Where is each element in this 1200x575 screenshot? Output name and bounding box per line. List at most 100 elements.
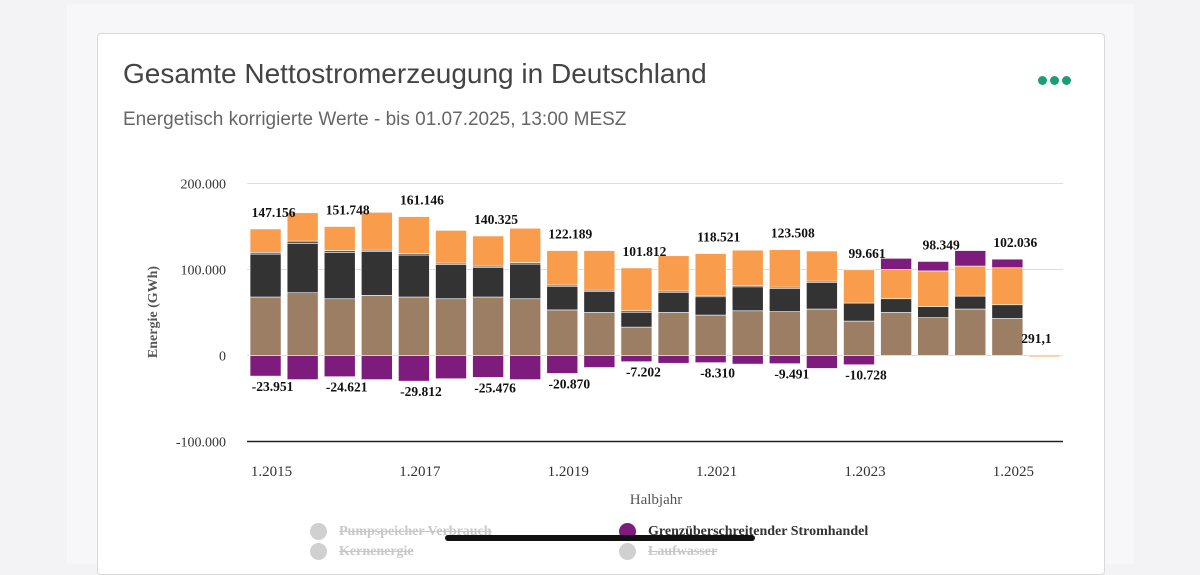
bar-segment — [472, 296, 504, 356]
bar-segment — [991, 304, 1024, 319]
bar-segment — [991, 258, 1024, 269]
bar-segment — [954, 250, 987, 267]
x-tick-label: 1.2019 — [548, 464, 589, 480]
bar-segment — [694, 295, 727, 316]
legend-dot-icon — [619, 543, 636, 560]
bar-segment — [806, 282, 838, 310]
bar-segment — [880, 269, 912, 300]
bar-segment — [286, 292, 319, 356]
bar-segment — [323, 226, 356, 251]
bar-segment — [286, 355, 319, 380]
bar-segment — [620, 355, 653, 362]
legend-label: Laufwasser — [648, 543, 718, 559]
x-axis-title: Halbjahr — [630, 492, 682, 508]
bar-segment — [323, 252, 356, 300]
y-axis-title: Energie (GWh) — [146, 266, 161, 358]
bar-segment — [620, 267, 653, 312]
bar-segment — [509, 355, 541, 380]
bar-segment — [583, 355, 616, 368]
bottom-value-label: -20.870 — [548, 376, 590, 391]
y-tick-label: 100.000 — [181, 264, 227, 279]
bar-segment — [731, 249, 764, 286]
y-tick-label: 200.000 — [181, 178, 227, 193]
stacked-bar-chart: 147.156 151.748 161.146 140.325 122.189 101.8… — [146, 178, 1063, 508]
bottom-value-label: -24.621 — [326, 380, 368, 395]
top-value-label: 101.812 — [623, 244, 667, 259]
bar-segment — [435, 264, 467, 300]
bar-segment — [583, 250, 616, 291]
top-value-label: 140.325 — [474, 212, 518, 227]
bar-segment — [991, 267, 1024, 306]
bar-segment — [435, 355, 467, 380]
bar-segment — [731, 310, 764, 356]
bar-segment — [361, 355, 393, 380]
bar-segment — [398, 296, 430, 356]
bar-segment — [954, 295, 987, 310]
bar-segment — [361, 251, 393, 296]
bar-segment — [880, 298, 912, 313]
bar-segment — [620, 326, 653, 356]
y-tick-label: 0 — [219, 350, 226, 365]
bar-segment — [509, 263, 541, 300]
bar-segment — [843, 302, 875, 322]
bar-segment — [361, 212, 393, 251]
bar-segment — [583, 290, 616, 313]
bar-segment — [472, 355, 504, 378]
chart-subtitle: Energetisch korrigierte Werte - bis 01.0… — [123, 109, 627, 130]
bar-segment — [806, 250, 838, 282]
bars — [249, 212, 1061, 382]
top-value-label: 147.156 — [252, 205, 296, 220]
bar-segment — [806, 355, 838, 369]
bar-segment — [546, 250, 579, 286]
bar-segment — [398, 254, 430, 298]
bar-segment — [917, 317, 949, 356]
x-tick-label: 1.2017 — [399, 464, 441, 480]
legend-item-pumpspeicher[interactable]: Pumpspeicher Verbrauch — [310, 523, 492, 540]
bar-segment — [991, 318, 1024, 356]
bar-segment — [917, 270, 949, 307]
home-indicator — [445, 535, 755, 541]
bottom-value-label: -23.951 — [252, 379, 294, 394]
bar-segment — [694, 253, 727, 296]
bar-segment — [917, 306, 949, 318]
bar-segment — [843, 269, 875, 304]
bottom-value-label: -9.491 — [774, 367, 809, 382]
bar-segment — [509, 227, 541, 263]
bar-segment — [657, 255, 690, 292]
bar-segment — [694, 355, 727, 363]
bar-segment — [1028, 354, 1061, 358]
bar-segment — [435, 230, 467, 264]
x-tick-label: 1.2021 — [696, 464, 737, 480]
bar-segment — [323, 355, 356, 377]
bar-segment — [917, 261, 949, 272]
legend-item-laufwasser[interactable]: Laufwasser — [619, 543, 717, 560]
bottom-value-label: -25.476 — [474, 380, 516, 395]
bar-segment — [731, 286, 764, 312]
y-tick-label: -100.000 — [176, 436, 226, 451]
more-dots-icon[interactable] — [1038, 72, 1072, 88]
top-value-label: 291,1 — [1021, 331, 1052, 346]
bar-segment — [657, 312, 690, 356]
legend-dot-icon — [310, 543, 327, 560]
bar-segment — [286, 240, 319, 244]
bottom-value-label: -7.202 — [626, 365, 661, 380]
chart-title: Gesamte Nettostromerzeugung in Deutschla… — [123, 58, 707, 89]
bar-segment — [286, 243, 319, 294]
x-tick-label: 1.2025 — [993, 464, 1034, 480]
legend-dot-icon — [310, 523, 327, 540]
top-value-label: 161.146 — [400, 193, 444, 208]
bar-segment — [769, 355, 801, 364]
bar-segment — [435, 298, 467, 356]
bar-segment — [546, 285, 579, 311]
bottom-value-label: -8.310 — [700, 366, 735, 381]
bar-segment — [583, 312, 616, 356]
top-value-label: 98.349 — [923, 237, 960, 252]
bar-segment — [880, 312, 912, 356]
bar-segment — [249, 296, 282, 356]
bar-segment — [657, 291, 690, 313]
bar-segment — [954, 308, 987, 356]
legend-label: Grenzüberschreitender Stromhandel — [648, 523, 869, 539]
bar-segment — [398, 216, 430, 254]
legend-item-kernenergie[interactable]: Kernenergie — [310, 543, 414, 560]
bar-segment — [546, 355, 579, 374]
